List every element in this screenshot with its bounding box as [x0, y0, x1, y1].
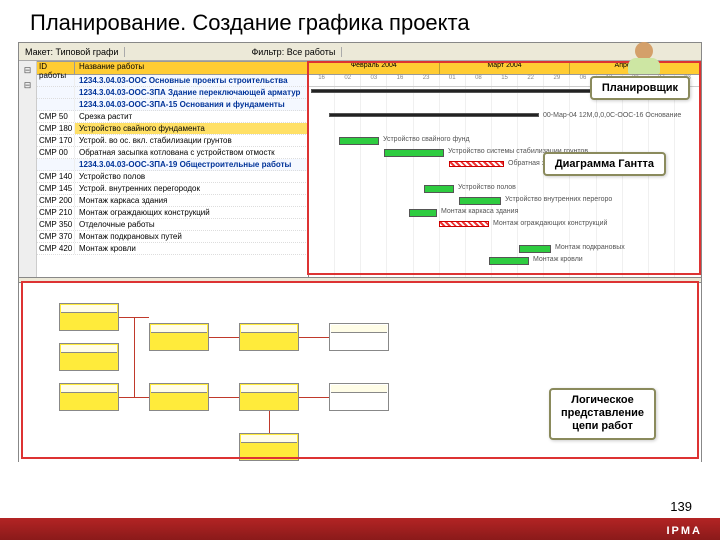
task-row[interactable]: СМР 140Устройство полов — [37, 171, 308, 183]
task-row[interactable]: 1234.3.04.03-ООС-ЗПА Здание переключающе… — [37, 87, 308, 99]
task-row[interactable]: СМР 210Монтаж ограждающих конструкций — [37, 207, 308, 219]
toolbar: Макет: Типовой графи Фильтр: Все работы — [19, 43, 701, 61]
task-row[interactable]: 1234.3.04.03-ООС-ЗПА-15 Основания и фунд… — [37, 99, 308, 111]
tree-gutter[interactable]: ⊟⊟ — [19, 61, 37, 277]
callout-gantt: Диаграмма Гантта — [543, 152, 666, 176]
footer-bar — [0, 518, 720, 540]
task-row[interactable]: 1234.3.04.03-ООС-ЗПА-19 Общестроительные… — [37, 159, 308, 171]
task-row[interactable]: СМР 370Монтаж подкрановых путей — [37, 231, 308, 243]
footer-logo: IPMA — [667, 525, 703, 537]
callout-planner: Планировщик — [590, 76, 690, 100]
task-row[interactable]: СМР 180Устройство свайного фундамента — [37, 123, 308, 135]
task-columns-header: ID работыНазвание работы — [37, 61, 308, 75]
task-row[interactable]: СМР 145Устрой. внутренних перегородок — [37, 183, 308, 195]
task-list-pane: ⊟⊟ ID работыНазвание работы 1234.3.04.03… — [19, 61, 309, 277]
toolbar-filter[interactable]: Фильтр: Все работы — [245, 47, 342, 57]
callout-logic: Логическое представление цепи работ — [549, 388, 656, 440]
task-row[interactable]: СМР 200Монтаж каркаса здания — [37, 195, 308, 207]
task-row[interactable]: СМР 420Монтаж кровли — [37, 243, 308, 255]
task-row[interactable]: 1234.3.04.03-ООС Основные проекты строит… — [37, 75, 308, 87]
task-row[interactable]: СМР 170Устрой. во ос. вкл. стабилизации … — [37, 135, 308, 147]
page-number: 139 — [670, 499, 692, 514]
planner-icon — [628, 42, 660, 74]
toolbar-maket[interactable]: Макет: Типовой графи — [19, 47, 125, 57]
slide-title: Планирование. Создание графика проекта — [0, 0, 720, 42]
task-row[interactable]: СМР 350Отделочные работы — [37, 219, 308, 231]
task-row[interactable]: СМР 00Обратная засыпка котлована с устро… — [37, 147, 308, 159]
task-row[interactable]: СМР 50Срезка растит — [37, 111, 308, 123]
